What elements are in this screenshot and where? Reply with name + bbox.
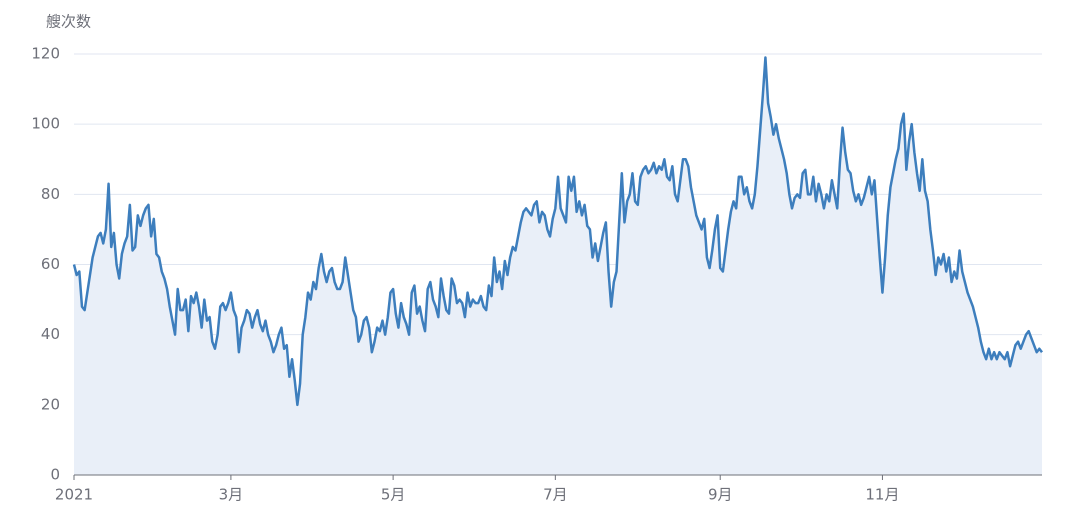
x-tick-label: 7月 xyxy=(543,486,568,504)
y-tick-label: 80 xyxy=(41,185,60,203)
x-tick-label: 11月 xyxy=(865,486,899,504)
x-tick-label: 9月 xyxy=(708,486,733,504)
y-tick-label: 100 xyxy=(31,115,60,133)
y-tick-label: 60 xyxy=(41,255,60,273)
y-tick-label: 120 xyxy=(31,45,60,63)
area-fill xyxy=(74,57,1042,475)
y-axis-label: 艘次数 xyxy=(46,13,91,31)
y-tick-label: 20 xyxy=(41,395,60,413)
x-tick-label: 2021 xyxy=(55,486,93,504)
line xyxy=(72,56,1043,407)
x-tick-label: 5月 xyxy=(381,486,406,504)
y-tick-label: 40 xyxy=(41,325,60,343)
x-tick-label: 3月 xyxy=(219,486,244,504)
y-tick-label: 0 xyxy=(50,466,60,484)
